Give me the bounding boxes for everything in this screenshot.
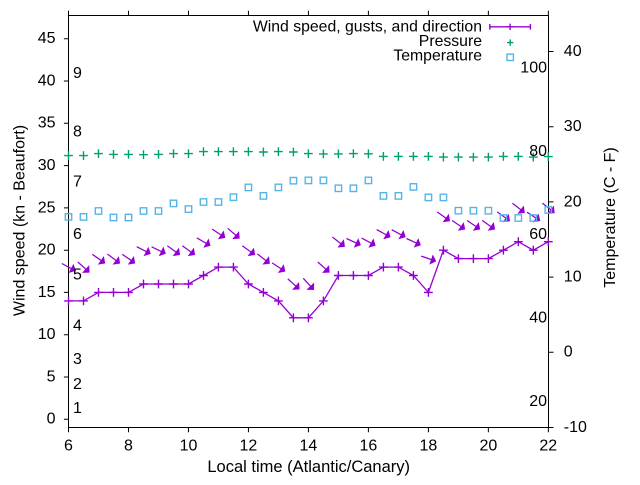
svg-text:7: 7 [73, 173, 82, 190]
svg-text:Pressure: Pressure [419, 33, 482, 50]
svg-text:5: 5 [73, 267, 82, 284]
svg-text:9: 9 [73, 65, 82, 82]
svg-text:3: 3 [73, 351, 82, 368]
svg-text:14: 14 [300, 438, 318, 455]
svg-text:100: 100 [520, 60, 547, 77]
svg-text:0: 0 [47, 411, 56, 428]
svg-text:25: 25 [38, 199, 56, 216]
svg-text:0: 0 [564, 344, 573, 361]
svg-text:30: 30 [38, 157, 56, 174]
svg-text:20: 20 [564, 193, 582, 210]
svg-text:80: 80 [529, 143, 547, 160]
svg-text:Local time (Atlantic/Canary): Local time (Atlantic/Canary) [207, 458, 410, 476]
svg-text:10: 10 [38, 326, 56, 343]
svg-text:1: 1 [73, 400, 82, 417]
svg-text:Wind speed, gusts, and directi: Wind speed, gusts, and direction [253, 19, 482, 36]
svg-text:35: 35 [38, 115, 56, 132]
svg-text:40: 40 [564, 43, 582, 60]
svg-text:6: 6 [64, 438, 73, 455]
svg-text:20: 20 [38, 242, 56, 259]
svg-text:45: 45 [38, 30, 56, 47]
svg-text:Wind speed (kn - Beaufort): Wind speed (kn - Beaufort) [12, 125, 29, 316]
svg-text:4: 4 [73, 317, 82, 334]
svg-text:12: 12 [240, 438, 258, 455]
svg-text:16: 16 [360, 438, 378, 455]
svg-text:10: 10 [564, 269, 582, 286]
svg-text:22: 22 [539, 438, 557, 455]
svg-text:8: 8 [124, 438, 133, 455]
svg-text:Temperature: Temperature [393, 48, 482, 65]
svg-text:8: 8 [73, 124, 82, 141]
svg-text:2: 2 [73, 376, 82, 393]
svg-text:10: 10 [180, 438, 198, 455]
svg-text:40: 40 [529, 310, 547, 327]
svg-text:40: 40 [38, 72, 56, 89]
svg-text:60: 60 [529, 226, 547, 243]
svg-text:Temperature (C - F): Temperature (C - F) [602, 147, 619, 287]
svg-text:15: 15 [38, 284, 56, 301]
svg-text:-10: -10 [564, 419, 587, 436]
svg-text:18: 18 [420, 438, 438, 455]
svg-text:5: 5 [47, 368, 56, 385]
svg-text:20: 20 [529, 393, 547, 410]
svg-text:30: 30 [564, 118, 582, 135]
svg-text:20: 20 [480, 438, 498, 455]
svg-text:6: 6 [73, 226, 82, 243]
